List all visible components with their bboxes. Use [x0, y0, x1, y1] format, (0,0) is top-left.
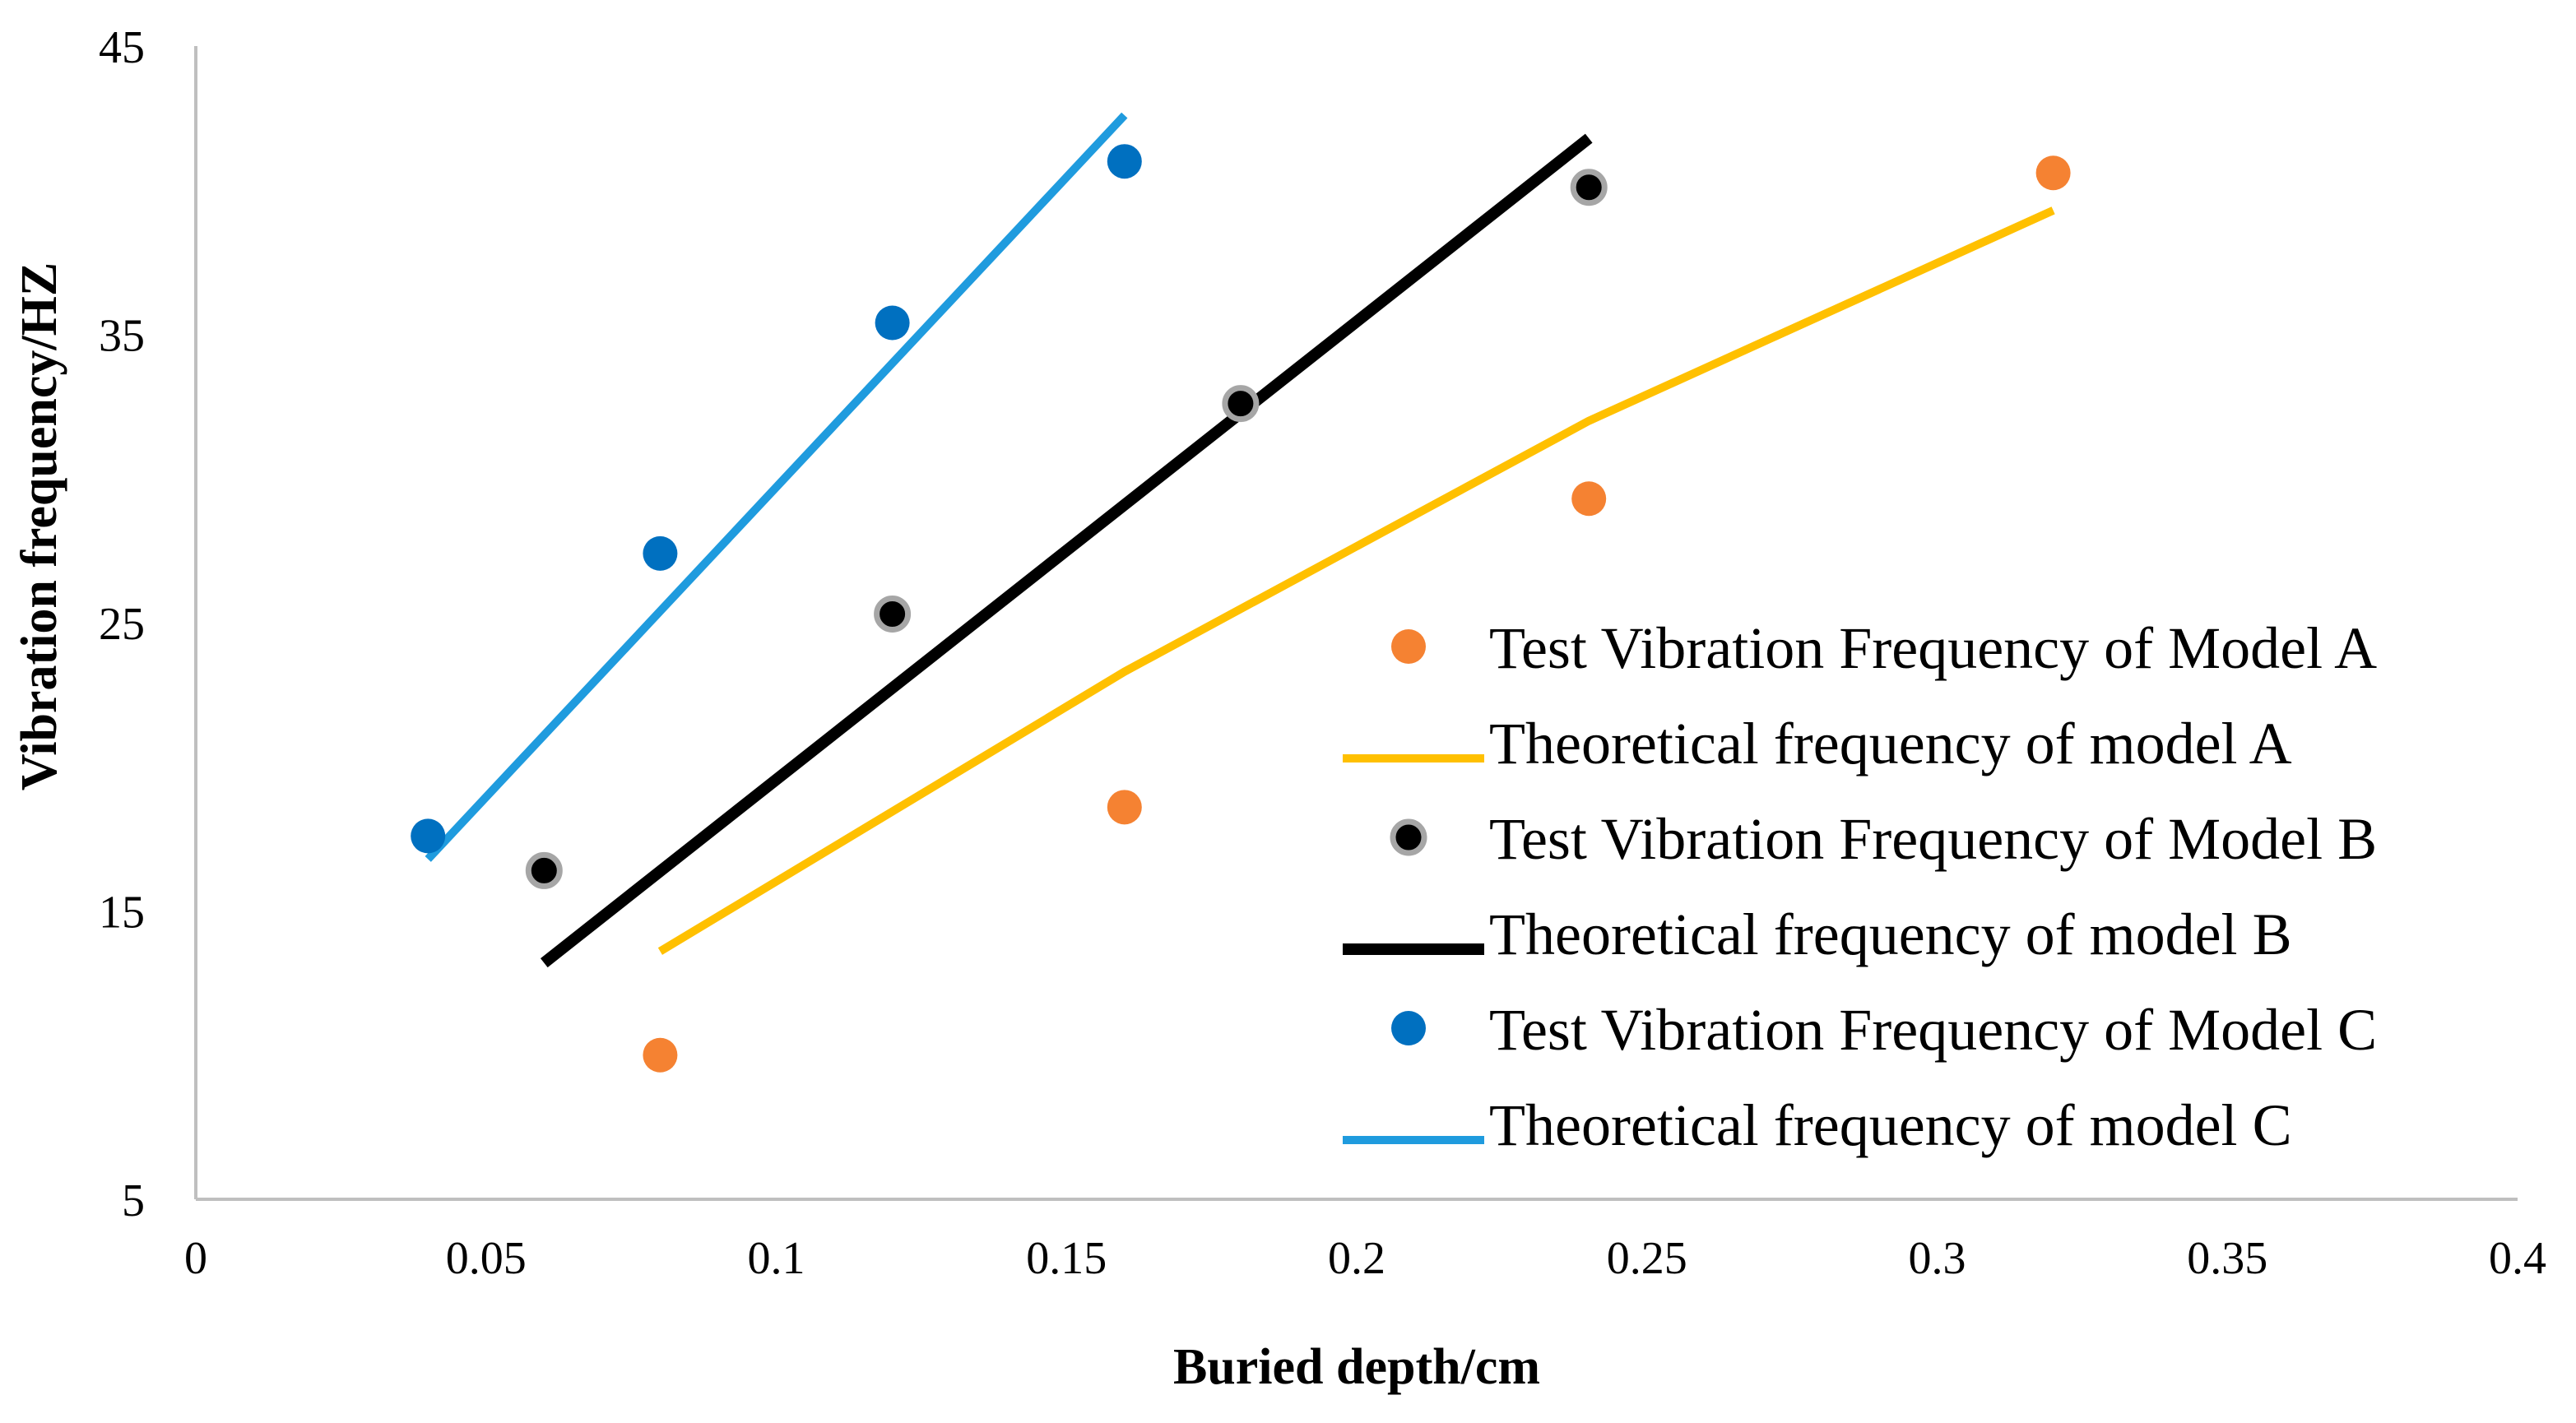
series-line — [425, 112, 1128, 862]
y-tick-label: 25 — [99, 599, 145, 650]
data-point — [1571, 481, 1607, 517]
legend-label: Theoretical frequency of model C — [1489, 1092, 2292, 1158]
data-point — [1222, 385, 1260, 423]
x-tick-label: 0.35 — [2187, 1233, 2267, 1284]
data-point — [1570, 169, 1608, 206]
series-line-group — [657, 206, 2055, 955]
series-points-group — [643, 155, 2071, 1073]
data-point — [1107, 144, 1142, 179]
data-point — [643, 1037, 678, 1073]
y-tick-label: 45 — [99, 22, 145, 73]
x-tick-label: 0.4 — [2489, 1233, 2546, 1284]
y-tick-label: 35 — [99, 311, 145, 362]
legend-label: Theoretical frequency of model A — [1489, 711, 2292, 776]
data-point — [1107, 790, 1142, 825]
data-point — [525, 851, 563, 889]
legend-point-symbol — [1390, 818, 1427, 856]
legend-point-symbol — [1391, 629, 1426, 664]
legend-label: Test Vibration Frequency of Model C — [1489, 997, 2377, 1063]
legend-label: Theoretical frequency of model B — [1489, 902, 2292, 967]
series — [411, 112, 2071, 1073]
data-point — [875, 305, 910, 341]
y-tick-label: 15 — [99, 888, 145, 939]
series-line-group — [540, 133, 1593, 968]
x-tick-label: 0.2 — [1328, 1233, 1385, 1284]
x-tick-label: 0.1 — [748, 1233, 805, 1284]
x-tick-label: 0.05 — [446, 1233, 527, 1284]
legend: Test Vibration Frequency of Model A Theor… — [1343, 615, 2377, 1158]
series-points-group — [411, 144, 1142, 854]
series-line — [657, 206, 2055, 955]
series-points-group — [525, 169, 1608, 889]
legend-point-symbol — [1391, 1011, 1426, 1045]
data-point — [643, 535, 678, 571]
x-tick-label: 0.15 — [1026, 1233, 1107, 1284]
data-point — [874, 595, 912, 633]
legend-label: Test Vibration Frequency of Model B — [1489, 806, 2377, 872]
axes — [194, 46, 2518, 1201]
x-tick-label: 0.3 — [1909, 1233, 1966, 1284]
x-axis-title: Buried depth/cm — [1173, 1339, 1540, 1395]
x-tick-label: 0.25 — [1607, 1233, 1687, 1284]
data-point — [2035, 155, 2071, 191]
data-point — [411, 818, 446, 854]
tick-labels: 0 0.05 0.1 0.15 0.2 0.25 0.3 0.35 0.4 5 15 25 35 45 — [99, 22, 2546, 1284]
series-line — [540, 133, 1593, 968]
y-axis-title: Vibration frequency/HZ — [12, 262, 67, 790]
series-line-group — [425, 112, 1128, 862]
y-tick-label: 5 — [122, 1175, 145, 1226]
x-tick-label: 0 — [184, 1233, 207, 1284]
legend-label: Test Vibration Frequency of Model A — [1489, 615, 2377, 681]
